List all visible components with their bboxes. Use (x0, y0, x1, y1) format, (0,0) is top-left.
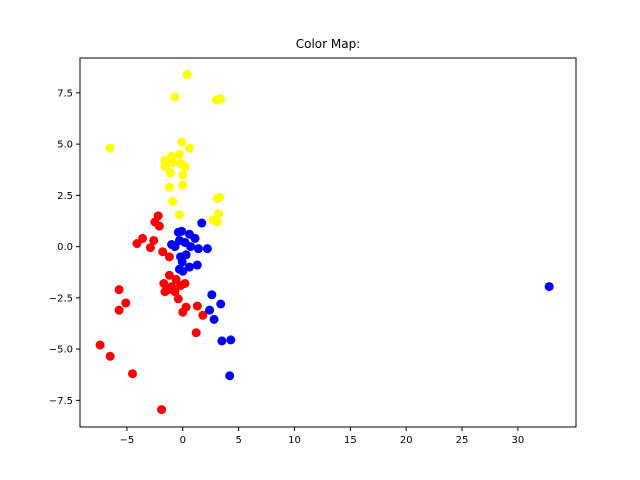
scatter-point (207, 290, 217, 300)
chart-title: Color Map: (296, 37, 361, 51)
scatter-point (197, 218, 207, 228)
scatter-point (128, 369, 138, 379)
y-axis: −7.5 −5.0 −2.5 0.0 2.5 5.0 7.5 (49, 88, 80, 407)
scatter-point (544, 282, 554, 292)
scatter-point (216, 299, 226, 309)
scatter-point (226, 335, 236, 345)
points-layer (95, 69, 554, 415)
scatter-point (164, 182, 174, 192)
scatter-point (177, 226, 187, 236)
x-tick-label: 20 (400, 435, 413, 446)
scatter-point (198, 310, 208, 320)
scatter-point (114, 285, 124, 295)
scatter-point (160, 287, 170, 297)
scatter-point (176, 281, 186, 291)
scatter-point (178, 180, 188, 190)
scatter-point (184, 262, 194, 272)
scatter-point (132, 239, 142, 249)
x-tick-label: 10 (288, 435, 301, 446)
scatter-point (121, 298, 131, 308)
y-tick-label: −5.0 (49, 345, 73, 356)
scatter-point (177, 257, 187, 267)
scatter-point (149, 235, 159, 245)
x-tick-label: 15 (344, 435, 357, 446)
scatter-point (154, 221, 164, 231)
scatter-point (190, 233, 200, 243)
scatter-point (214, 209, 224, 219)
scatter-point (193, 244, 203, 254)
x-tick-label: 25 (456, 435, 469, 446)
scatter-point (145, 243, 155, 253)
scatter-point (209, 314, 219, 324)
scatter-point (174, 210, 184, 220)
x-tick-label: −5 (120, 435, 135, 446)
x-tick-label: 5 (235, 435, 241, 446)
y-tick-label: 0.0 (57, 242, 73, 253)
scatter-point (168, 158, 178, 168)
scatter-point (202, 244, 212, 254)
scatter-point (168, 197, 178, 206)
scatter-point (177, 137, 187, 147)
x-axis: −5 0 5 10 15 20 25 30 (120, 427, 525, 446)
scatter-point (170, 242, 180, 252)
scatter-point (157, 405, 167, 415)
scatter-point (164, 270, 174, 280)
scatter-point (212, 193, 222, 203)
scatter-point (180, 162, 190, 172)
scatter-point (170, 287, 180, 297)
y-tick-label: 5.0 (57, 140, 73, 151)
scatter-point (212, 217, 222, 227)
x-tick-label: 0 (180, 435, 186, 446)
scatter-point (173, 294, 183, 304)
scatter-point (174, 149, 184, 159)
scatter-point (192, 301, 202, 311)
scatter-point (165, 168, 175, 178)
x-tick-label: 30 (512, 435, 525, 446)
scatter-point (178, 266, 188, 276)
y-tick-label: 2.5 (57, 191, 73, 202)
scatter-point (105, 143, 115, 153)
scatter-point (158, 247, 168, 257)
scatter-point (225, 371, 235, 381)
scatter-point (191, 328, 201, 338)
plot-frame (79, 57, 577, 428)
scatter-point (178, 170, 188, 180)
y-tick-label: −7.5 (49, 396, 73, 407)
scatter-point (164, 252, 174, 262)
scatter-point (114, 305, 124, 315)
scatter-point (95, 340, 105, 350)
y-tick-label: −2.5 (49, 293, 73, 304)
scatter-point (186, 242, 196, 252)
scatter-point (182, 69, 192, 79)
scatter-point (205, 305, 215, 315)
scatter-point (216, 94, 226, 104)
scatter-point (170, 92, 180, 102)
scatter-point (217, 336, 227, 346)
scatter-point (160, 156, 170, 165)
y-tick-label: 7.5 (57, 88, 73, 99)
scatter-point (192, 260, 202, 270)
scatter-point (178, 307, 188, 317)
scatter-point (160, 162, 170, 172)
scatter-point (184, 143, 194, 153)
scatter-point (105, 351, 115, 361)
